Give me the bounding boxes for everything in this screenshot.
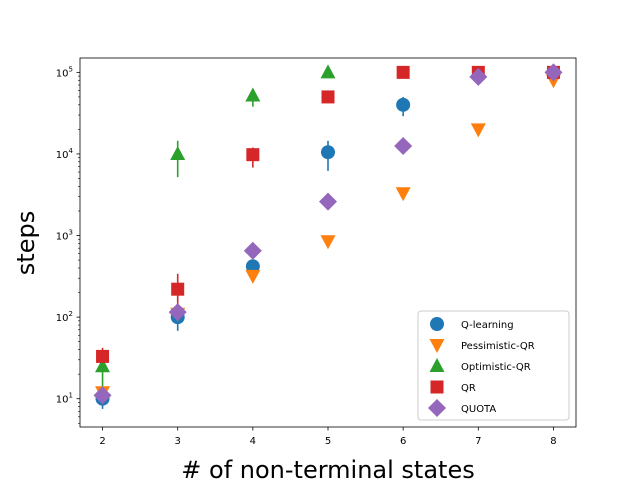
y-tick-base: 10 bbox=[56, 313, 69, 324]
quota-point bbox=[319, 192, 337, 211]
pessimistic-qr-point bbox=[395, 187, 411, 202]
pessimistic-qr-point bbox=[245, 269, 261, 284]
legend-label: QR bbox=[461, 383, 476, 394]
optimistic-qr-point bbox=[245, 87, 261, 102]
q-learning-point bbox=[245, 259, 260, 274]
x-axis-ticks: 2 3 4 5 6 7 8 bbox=[99, 427, 557, 447]
x-axis-label: # of non-terminal states bbox=[181, 456, 474, 480]
quota-point bbox=[469, 67, 488, 86]
y-tick-exponent: 3 bbox=[69, 229, 73, 237]
y-tick-label: 103 bbox=[56, 229, 73, 243]
qr-point bbox=[96, 349, 110, 363]
x-tick-label: 6 bbox=[400, 436, 406, 447]
x-tick-label: 8 bbox=[550, 436, 556, 447]
qr-point bbox=[246, 148, 260, 162]
y-tick-label: 105 bbox=[56, 65, 73, 79]
quota-point bbox=[394, 137, 413, 156]
legend-frame bbox=[417, 310, 570, 421]
quota-point bbox=[93, 386, 112, 405]
x-tick-label: 7 bbox=[475, 436, 481, 447]
quota-point bbox=[544, 63, 563, 82]
quota-point bbox=[168, 303, 187, 322]
x-tick-label: 4 bbox=[250, 436, 256, 447]
x-tick-label: 5 bbox=[325, 436, 331, 447]
qr-point bbox=[171, 282, 185, 296]
legend-label: QUOTA bbox=[461, 404, 496, 415]
q-learning-point bbox=[396, 97, 411, 112]
legend-label: Optimistic-QR bbox=[461, 362, 531, 373]
y-tick-base: 10 bbox=[56, 150, 69, 161]
legend-label: Q-learning bbox=[461, 320, 514, 331]
y-tick-exponent: 1 bbox=[69, 392, 73, 400]
qr-point bbox=[321, 90, 335, 104]
x-tick-label: 3 bbox=[175, 436, 181, 447]
y-tick-base: 10 bbox=[56, 395, 69, 406]
quota-point bbox=[243, 241, 262, 260]
y-tick-exponent: 5 bbox=[69, 65, 73, 73]
optimistic-qr-point bbox=[320, 64, 336, 79]
q-learning-point bbox=[321, 145, 335, 160]
y-axis-label: steps bbox=[12, 211, 40, 275]
legend-label: Pessimistic-QR bbox=[461, 341, 535, 352]
y-tick-base: 10 bbox=[56, 232, 69, 243]
legend-marker bbox=[430, 380, 444, 394]
y-tick-label: 101 bbox=[56, 392, 73, 406]
optimistic-qr-point bbox=[170, 145, 186, 160]
x-tick-label: 2 bbox=[99, 436, 105, 447]
pessimistic-qr-point bbox=[470, 123, 486, 138]
qr-point bbox=[396, 65, 410, 79]
legend-marker bbox=[428, 399, 446, 417]
y-tick-exponent: 4 bbox=[69, 147, 74, 155]
legend-marker bbox=[429, 339, 445, 353]
legend: Q-learning Pessimistic-QR Optimistic-QR QR Q… bbox=[417, 310, 570, 421]
data-markers bbox=[93, 63, 563, 406]
y-tick-exponent: 2 bbox=[69, 310, 73, 318]
y-tick-label: 102 bbox=[56, 310, 73, 324]
y-tick-label: 104 bbox=[56, 147, 74, 161]
legend-marker bbox=[429, 358, 445, 372]
optimistic-qr-point bbox=[95, 358, 111, 373]
legend-marker bbox=[430, 317, 444, 331]
y-tick-base: 10 bbox=[56, 68, 69, 79]
pessimistic-qr-point bbox=[320, 235, 336, 250]
